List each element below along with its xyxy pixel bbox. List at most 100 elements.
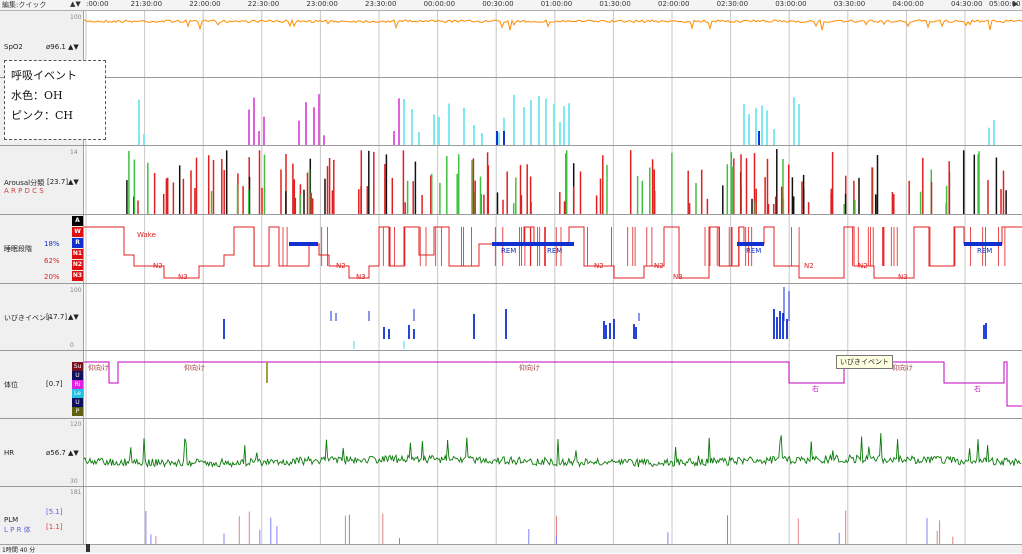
spo2-axis-max: 100 (70, 14, 82, 21)
plm-right-value: [1.1] (46, 523, 63, 531)
hypnogram-trace (84, 226, 1022, 279)
arousal-channel-value: [23.7] (47, 178, 69, 186)
time-tick-label: 21:30:00 (130, 0, 163, 8)
snore-event-tooltip: いびきイベント (836, 355, 893, 369)
time-tick-label: 01:00:00 (540, 0, 573, 8)
row-separator (0, 214, 1022, 215)
stage-label-n3: N3 (178, 273, 188, 281)
plm-left-value: [5.1] (46, 508, 63, 516)
stage-box-n1: N1 (72, 249, 83, 259)
time-axis-bar: 編集:クイック ▲▼ :00:00 21:30:00 22:00:00 22:30:0… (0, 0, 1022, 11)
time-tick-label: 00:30:00 (482, 0, 514, 8)
hr-channel-value: ø56.7 (46, 449, 66, 457)
snore-channel-name: いびきイベント (4, 314, 53, 322)
position-box-u: U (72, 371, 83, 380)
snore-channel-value: [17.7] (46, 313, 68, 321)
n3-percentage: 20% (44, 273, 60, 281)
position-box-le: Le (72, 389, 83, 398)
arousal-channel-name: Arousal分類 (4, 179, 45, 187)
hr-channel-name: HR (4, 449, 15, 457)
row-separator (0, 418, 1022, 419)
rem-percentage: 18% (44, 240, 60, 248)
position-box-p: P (72, 407, 83, 416)
time-tick-label: 23:00:00 (306, 0, 338, 8)
scroll-thumb[interactable] (86, 544, 90, 552)
time-tick-label: 03:00:00 (775, 0, 807, 8)
time-tick-label: 02:30:00 (716, 0, 749, 8)
spo2-scale-arrows[interactable]: ▲▼ (68, 43, 79, 51)
arousal-axis-max: 14 (70, 149, 78, 156)
stage-label-n2: N2 (654, 262, 664, 270)
n2-percentage: 62% (44, 257, 60, 265)
row-separator (0, 145, 1022, 146)
stage-box-r: R (72, 238, 83, 248)
legend-title: 呼吸イベント (11, 69, 77, 82)
time-tick-label: 22:30:00 (247, 0, 280, 8)
rem-period-bar (492, 242, 540, 246)
position-label-supine: 仰向け (184, 364, 205, 372)
time-tick-label: 04:00:00 (892, 0, 924, 8)
plm-subtypes: L P R 体 (4, 526, 31, 534)
position-label-supine: 仰向け (892, 364, 913, 372)
rem-period-bar (737, 242, 764, 246)
position-channel-value: [0.7] (46, 380, 63, 388)
position-channel-name: 体位 (4, 381, 18, 389)
row-separator (0, 486, 1022, 487)
stage-box-n3: N3 (72, 271, 83, 281)
arousal-scale-arrows[interactable]: ▲▼ (68, 178, 79, 186)
sleep-stage-channel-name: 睡眠段階 (4, 245, 32, 253)
stage-box-a: A (72, 216, 83, 226)
rem-period-bar (289, 242, 318, 246)
duration-label: 1時間 40 分 (2, 547, 36, 554)
time-tick-label: 23:30:00 (365, 0, 397, 8)
position-box-u2: U (72, 398, 83, 407)
rem-period-bar (534, 242, 574, 246)
snore-axis-max: 100 (70, 287, 82, 294)
respiratory-event-legend: 呼吸イベント 水色：OH ピンク：CH (4, 60, 106, 140)
hr-scale-arrows[interactable]: ▲▼ (68, 449, 79, 457)
hr-trace (84, 433, 1022, 469)
scroll-left-arrow[interactable]: ▲▼ (70, 0, 81, 8)
plm-axis-max: 181 (70, 489, 82, 496)
stage-label-n2: N2 (153, 262, 163, 270)
time-tick-label: 00:00:00 (423, 0, 456, 8)
stage-label-n3: N3 (673, 273, 683, 281)
time-tick-label: 22:00:00 (189, 0, 221, 8)
time-tick-label: 03:30:00 (833, 0, 866, 8)
row-separator (0, 77, 1022, 78)
time-tick-label: 02:00:00 (658, 0, 690, 8)
scroll-right-arrow[interactable]: ▶ (1013, 0, 1019, 8)
stage-label-n2: N2 (804, 262, 814, 270)
stage-label-n2: N2 (336, 262, 346, 270)
rem-period-bar (964, 242, 1002, 246)
edit-mode-label[interactable]: 編集:クイック (2, 1, 47, 9)
position-label-supine: 仰向け (519, 364, 540, 372)
stage-label-rem: REM (501, 247, 517, 255)
row-separator (0, 350, 1022, 351)
position-trace (84, 361, 1022, 407)
signal-plot-area[interactable] (84, 11, 1022, 544)
stage-label-n2: N2 (594, 262, 604, 270)
legend-oh-line: 水色：OH (11, 89, 63, 102)
stage-label-rem: REM (977, 247, 993, 255)
stage-box-w: W (72, 227, 83, 237)
stage-box-n2: N2 (72, 260, 83, 270)
time-tick-label: 01:30:00 (599, 0, 631, 8)
snore-scale-arrows[interactable]: ▲▼ (68, 313, 79, 321)
stage-label-wake: Wake (137, 231, 156, 239)
hr-axis-min: 30 (70, 478, 78, 485)
position-label-right: 右 (812, 385, 819, 393)
arousal-subtypes: A R P D C S (4, 187, 44, 195)
row-separator (0, 283, 1022, 284)
time-tick-label: 04:30:00 (951, 0, 983, 8)
legend-ch-line: ピンク：CH (11, 109, 74, 122)
position-box-ri: Ri (72, 380, 83, 389)
position-box-su: Su (72, 362, 83, 371)
bottom-status-bar: 1時間 40 分 (0, 544, 1022, 554)
snore-axis-min: 0 (70, 342, 74, 349)
position-label-right: 右 (974, 385, 981, 393)
spo2-channel-name: SpO2 (4, 43, 23, 51)
spo2-trace (84, 18, 1022, 31)
plm-channel-name: PLM (4, 516, 19, 524)
